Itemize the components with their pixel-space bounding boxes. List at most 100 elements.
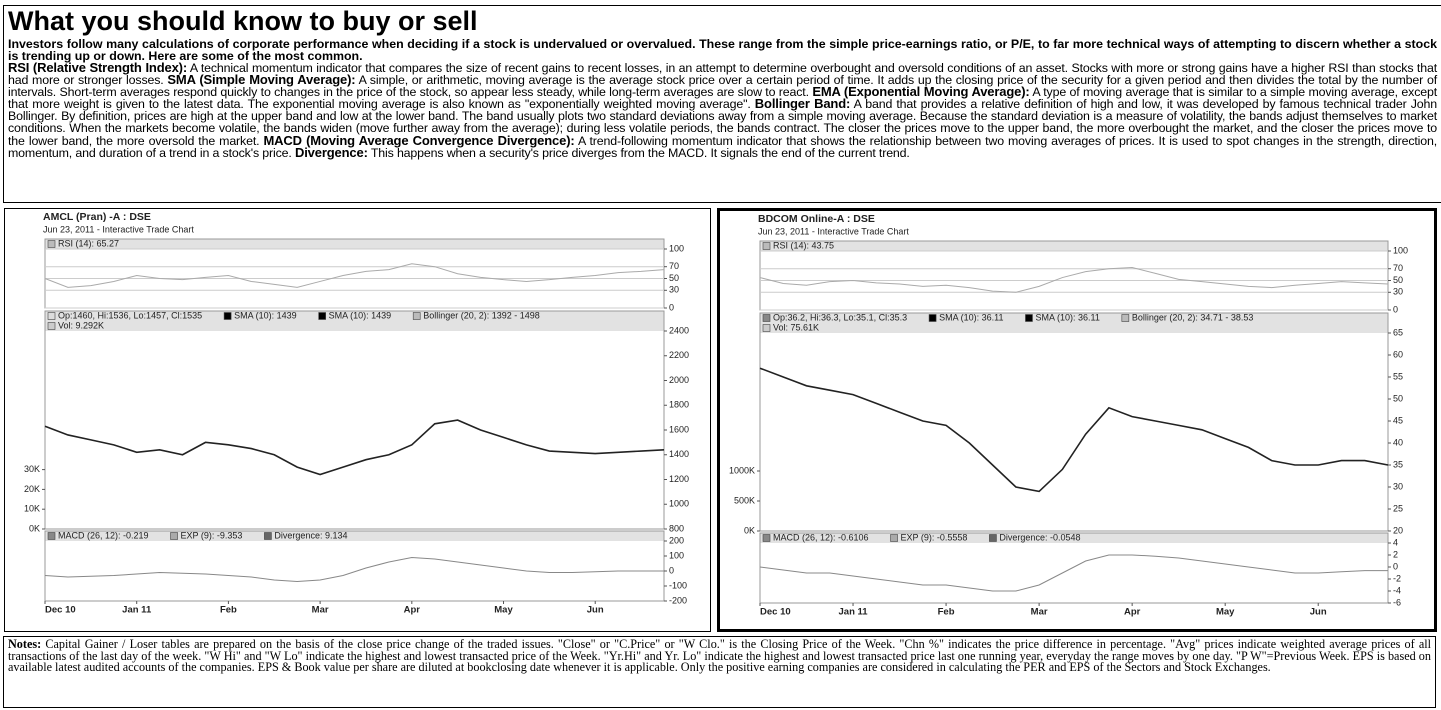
term: SMA (Simple Moving Average): [167,72,356,88]
volume-tick-label: 0K [29,523,40,533]
y-tick-label: 2400 [669,325,689,335]
term-text: This happens when a security's price div… [370,145,910,160]
x-tick-label: Dec 10 [45,605,76,616]
y-tick-label: 2 [1393,549,1398,559]
rsi-label: RSI (14): 65.27 [58,238,119,248]
volume-tick-label: 0K [744,525,755,535]
y-tick-label: 2000 [669,375,689,385]
panel-strip [760,241,1388,251]
article-body: RSI (Relative Strength Index): A technic… [8,60,1438,160]
legend-swatch [47,532,56,540]
panel-strip [45,531,664,541]
y-tick-label: 50 [1393,393,1403,403]
legend-swatch [762,534,771,542]
price-line [759,367,1389,493]
y-tick-label: 100 [669,550,684,560]
term-text: A technical momentum indicator that comp… [8,61,1438,88]
chart-panel: AMCL (Pran) -A : DSE Jun 23, 2011 - Inter… [4,208,711,632]
rsi-label: RSI (14): 43.75 [773,240,834,250]
term: Bollinger Band: [754,96,851,112]
volume-label: Vol: 75.61K [773,322,819,332]
x-tick-label: May [494,605,513,616]
legend-swatch [170,532,178,540]
panel-frame [759,312,1389,532]
legend-swatch [890,534,898,542]
term: RSI (Relative Strength Index): [8,60,188,75]
x-tick-label: Feb [220,605,237,616]
panel-strip [760,313,1388,333]
notes-text: Capital Gainer / Loser tables are prepar… [8,637,1432,675]
y-tick-label: 0 [1393,304,1398,314]
y-tick-label: -6 [1393,597,1401,607]
term-text: A band that provides a relative definiti… [8,97,1438,148]
article-title: What you should know to buy or sell [8,6,478,36]
legend-label: Bollinger (20, 2): 34.71 - 38.53 [1132,312,1254,322]
y-tick-label: 1000 [669,499,689,509]
y-tick-label: 100 [669,243,684,253]
y-tick-label: 40 [1393,437,1403,447]
notes: Notes: Capital Gainer / Loser tables are… [3,636,1436,708]
legend-swatch [989,534,997,542]
y-tick-label: 0 [1393,561,1398,571]
legend-label: EXP (9): -9.353 [181,530,243,540]
y-tick-label: 25 [1393,503,1403,513]
y-tick-label: 50 [669,273,679,283]
y-tick-label: 800 [669,523,684,533]
legend-label: MACD (26, 12): -0.6106 [773,532,869,542]
legend-swatch [928,314,937,322]
x-tick-label: Jan 11 [122,605,152,616]
legend-label: Divergence: -0.0548 [999,532,1080,542]
term-text: A type of moving average that is similar… [8,85,1438,112]
x-tick-label: Feb [938,607,955,618]
legend-label: SMA (10): 36.11 [1035,312,1099,322]
legend-swatch [762,314,771,322]
legend-swatch [1025,314,1033,322]
legend-swatch [264,532,272,540]
y-tick-label: 2200 [669,350,689,360]
y-tick-label: 35 [1393,459,1403,469]
y-tick-label: 30 [1393,287,1403,297]
y-tick-label: -200 [669,595,687,605]
legend-swatch [762,324,771,332]
legend-swatch [223,312,232,320]
x-tick-label: Jun [587,605,604,616]
y-tick-label: 1600 [669,424,689,434]
term-text: A trend-following momentum indicator tha… [8,133,1438,160]
y-tick-label: 100 [1393,245,1408,255]
panel-frame [44,530,665,602]
macd-line [759,554,1388,592]
panel-strip [45,239,664,249]
legend-swatch [412,312,421,320]
volume-tick-label: 1000K [729,465,755,475]
panel-strip [45,311,664,331]
article: What you should know to buy or sell Inve… [3,5,1441,203]
y-tick-label: 200 [669,535,684,545]
macd-line [44,556,664,583]
y-tick-label: 0 [669,302,674,312]
y-tick-label: 70 [669,261,679,271]
y-tick-label: 55 [1393,371,1403,381]
notes-label: Notes: [8,637,42,651]
y-tick-label: 50 [1393,275,1403,285]
legend-swatch [47,322,56,330]
legend-label: Divergence: 9.134 [274,530,347,540]
legend-swatch [762,242,771,250]
y-tick-label: 20 [1393,525,1403,535]
rsi-line [44,263,665,288]
legend-label: EXP (9): -0.5558 [901,532,968,542]
x-tick-label: Apr [404,605,421,616]
legend-label: MACD (26, 12): -0.219 [58,530,149,540]
volume-tick-label: 500K [734,495,755,505]
x-tick-label: May [1216,607,1235,618]
chart-title: BDCOM Online-A : DSE [758,213,875,225]
y-tick-label: 60 [1393,349,1403,359]
legend-label: SMA (10): 1439 [234,310,297,320]
legend-swatch [318,312,326,320]
x-tick-label: Mar [1031,607,1048,618]
y-tick-label: 1800 [669,400,689,410]
y-tick-label: 45 [1393,415,1403,425]
panel-frame [44,310,665,530]
y-tick-label: 30 [669,285,679,295]
x-tick-label: Jan 11 [839,607,869,618]
